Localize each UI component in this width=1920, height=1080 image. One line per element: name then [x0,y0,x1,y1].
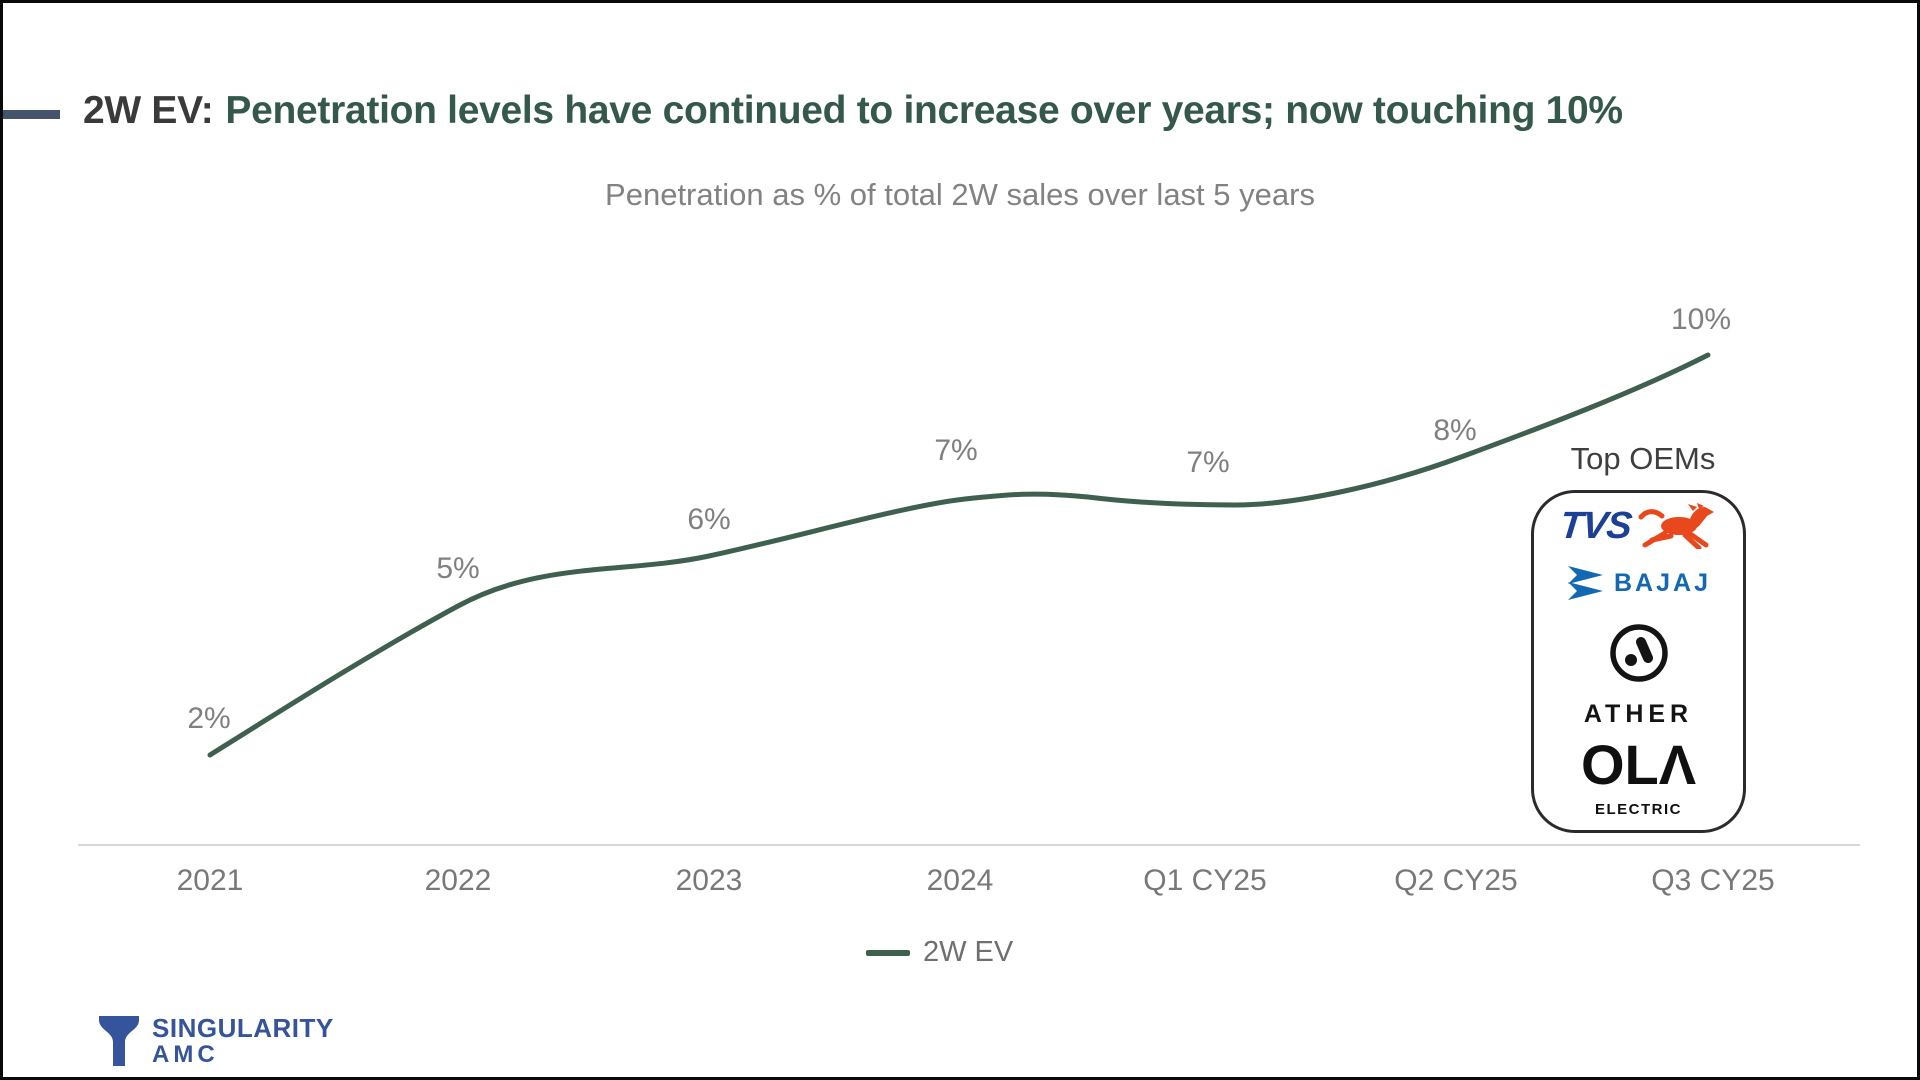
brand-name: SINGULARITY [152,1013,334,1043]
legend-series-label: 2W EV [923,936,1014,968]
singularity-logo-icon [99,1016,139,1066]
data-label-q3cy25: 10% [1670,303,1732,336]
ola-electric-label: ELECTRIC [1595,801,1682,818]
data-label-q1cy25: 7% [1186,446,1230,479]
title-accent-dash [3,110,60,119]
data-label-2021: 2% [187,702,231,735]
data-label-2024: 7% [934,434,978,467]
page-title-main: Penetration levels have continued to inc… [225,89,1623,132]
oem-logo-ather [1534,621,1743,685]
ather-mark-icon [1609,624,1668,682]
page-title-prefix: 2W EV: [83,89,214,132]
x-tick-q2cy25: Q2 CY25 [1394,864,1518,897]
line-chart [78,352,1860,846]
ather-wordmark: ATHER [1583,700,1694,728]
x-tick-q1cy25: Q1 CY25 [1143,864,1267,897]
top-oems-heading: Top OEMs [1570,441,1716,476]
bajaj-emblem-icon [1568,566,1603,600]
oem-logo-tvs: TVS [1534,503,1743,549]
brand-amc: AMC [152,1041,219,1069]
penetration-line-series [207,352,1711,758]
x-tick-q3cy25: Q3 CY25 [1651,864,1775,897]
chart-legend: 2W EV [866,936,1013,969]
x-tick-2021: 2021 [176,864,244,897]
tvs-wordmark: TVS [1557,504,1633,547]
data-label-q2cy25: 8% [1433,414,1477,447]
footer-brand: SINGULARITY AMC [98,1013,334,1069]
x-tick-2024: 2024 [926,864,994,897]
data-label-2023: 6% [687,503,731,536]
page-title: 2W EV: Penetration levels have continued … [83,89,1623,133]
chart-subtitle: Penetration as % of total 2W sales over … [605,177,1315,212]
x-tick-2023: 2023 [675,864,743,897]
legend-line-swatch [866,949,910,956]
data-label-2022: 5% [436,552,480,585]
bajaj-wordmark: BAJAJ [1614,568,1711,597]
tvs-horse-icon [1638,503,1715,549]
x-tick-2022: 2022 [424,864,492,897]
top-oems-box: TVS [1531,490,1746,833]
oem-logo-bajaj: BAJAJ [1534,565,1743,601]
ola-wordmark: OLΛ [1580,733,1697,796]
